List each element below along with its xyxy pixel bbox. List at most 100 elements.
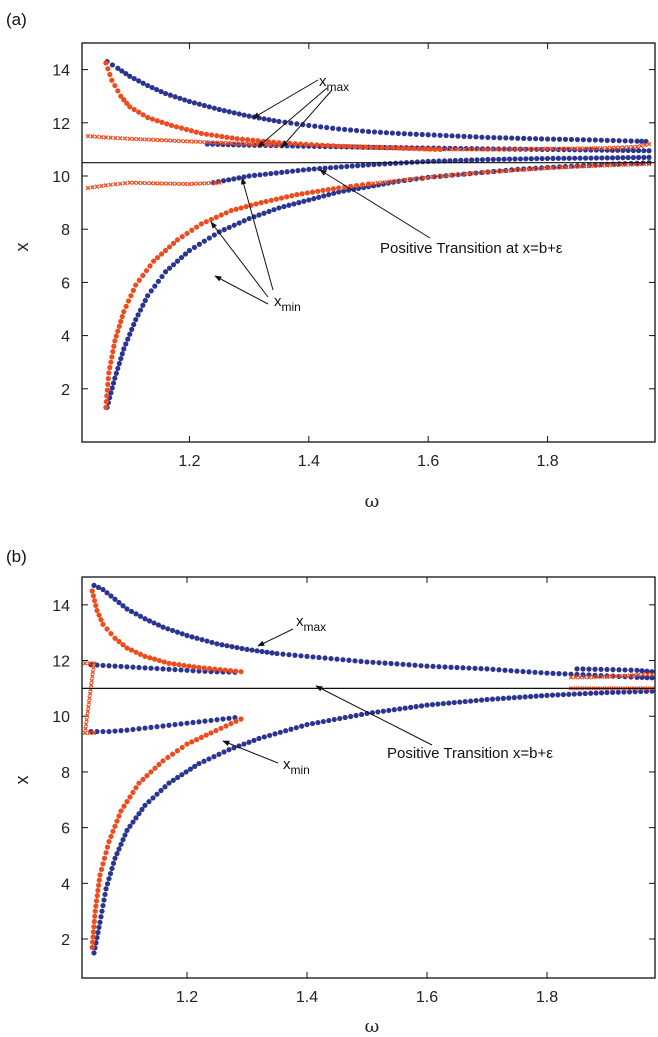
- data-point-orange: [133, 785, 139, 791]
- data-point-cross-orange: [83, 726, 88, 731]
- data-point-blue: [226, 109, 232, 115]
- data-point-orange: [152, 656, 158, 662]
- x-tick-label: 1.2: [178, 453, 200, 470]
- data-point-orange: [156, 657, 162, 664]
- data-point-orange: [148, 769, 154, 775]
- data-point-cross-orange: [178, 181, 184, 187]
- data-point-blue: [413, 704, 419, 710]
- data-point-blue: [342, 126, 348, 133]
- data-point-blue: [133, 317, 139, 323]
- data-point-blue: [183, 769, 189, 775]
- data-point-orange: [390, 145, 396, 151]
- data-point-cross-orange: [554, 146, 560, 152]
- data-point-blue: [184, 667, 190, 673]
- y-tick-label: 2: [61, 932, 70, 949]
- data-point-orange: [400, 145, 407, 151]
- data-point-orange: [379, 144, 385, 151]
- data-point-orange: [174, 748, 180, 754]
- data-point-blue: [402, 705, 408, 711]
- data-point-blue: [142, 616, 148, 622]
- data-point-cross-orange: [370, 181, 376, 186]
- data-point-cross-orange: [582, 674, 587, 680]
- data-point-blue: [472, 665, 478, 671]
- data-point-blue: [120, 837, 126, 843]
- data-point-blue: [424, 663, 430, 669]
- panel-label: (a): [6, 10, 27, 29]
- data-point-blue: [220, 716, 226, 722]
- data-point-blue: [646, 148, 652, 154]
- data-point-cross-orange: [613, 145, 619, 150]
- data-point-blue: [142, 665, 148, 671]
- data-point-blue: [286, 652, 292, 658]
- data-point-cross-orange: [165, 181, 171, 186]
- data-point-orange: [314, 142, 320, 148]
- data-point-cross-orange: [402, 177, 408, 183]
- data-point-cross-orange: [170, 138, 175, 143]
- data-point-blue: [186, 98, 193, 105]
- data-point-orange: [103, 404, 109, 411]
- data-point-orange: [198, 221, 204, 227]
- panel-label: (b): [6, 547, 27, 566]
- data-point-blue: [130, 726, 136, 733]
- arrow: [214, 275, 269, 305]
- data-point-orange: [309, 189, 316, 195]
- data-point-cross-orange: [586, 163, 592, 169]
- data-point-cross-orange: [444, 173, 449, 178]
- data-point-blue: [127, 823, 133, 829]
- data-point-orange: [91, 924, 97, 930]
- data-point-cross-orange: [508, 146, 514, 152]
- data-point-blue: [538, 136, 545, 142]
- data-point-orange: [133, 282, 139, 288]
- data-point-blue: [419, 131, 425, 138]
- data-point-orange: [124, 799, 130, 805]
- data-point-blue: [306, 166, 312, 172]
- data-point-orange: [278, 195, 285, 201]
- data-point-blue: [512, 156, 518, 162]
- data-point-blue: [641, 148, 647, 154]
- data-point-blue: [129, 326, 135, 332]
- data-point-cross-orange: [88, 682, 94, 688]
- data-point-blue: [485, 134, 491, 141]
- data-point-orange: [170, 240, 177, 246]
- data-point-cross-orange: [178, 138, 184, 144]
- data-point-cross-orange: [90, 674, 95, 679]
- data-point-blue: [108, 593, 114, 599]
- data-point-blue: [219, 642, 225, 648]
- data-point-blue: [382, 161, 388, 167]
- data-point-cross-orange: [140, 137, 145, 142]
- data-point-blue: [309, 720, 316, 727]
- data-point-cross-orange: [91, 665, 96, 670]
- data-point-blue: [142, 297, 148, 304]
- data-point-blue: [137, 307, 144, 313]
- data-point-blue: [413, 131, 419, 137]
- data-point-blue: [478, 697, 485, 703]
- data-point-orange: [166, 660, 172, 666]
- data-point-blue: [204, 638, 210, 644]
- data-point-cross-orange: [453, 147, 458, 152]
- data-point-blue: [326, 192, 332, 198]
- data-point-cross-orange: [153, 181, 158, 186]
- data-point-orange: [114, 818, 120, 824]
- data-point-orange: [253, 201, 259, 207]
- data-point-blue: [229, 644, 235, 650]
- data-point-orange: [96, 612, 102, 618]
- data-point-cross-orange: [617, 145, 623, 150]
- data-point-blue: [201, 102, 207, 109]
- annotation-xmin: xmin: [210, 177, 301, 314]
- data-point-blue: [98, 914, 104, 920]
- data-point-cross-orange: [108, 135, 113, 140]
- data-point-orange: [156, 761, 162, 768]
- data-point-cross-orange: [467, 147, 472, 152]
- data-point-cross-orange: [517, 167, 523, 173]
- data-point-orange: [189, 739, 195, 745]
- data-point-blue: [630, 147, 636, 154]
- data-point-blue: [160, 723, 166, 729]
- data-point-blue: [292, 652, 298, 658]
- data-point-cross-orange: [591, 163, 596, 169]
- data-point-cross-orange: [217, 180, 222, 185]
- data-point-blue: [473, 134, 479, 140]
- data-point-cross-orange: [94, 184, 100, 189]
- data-point-blue: [268, 170, 274, 177]
- data-point-cross-orange: [568, 146, 573, 151]
